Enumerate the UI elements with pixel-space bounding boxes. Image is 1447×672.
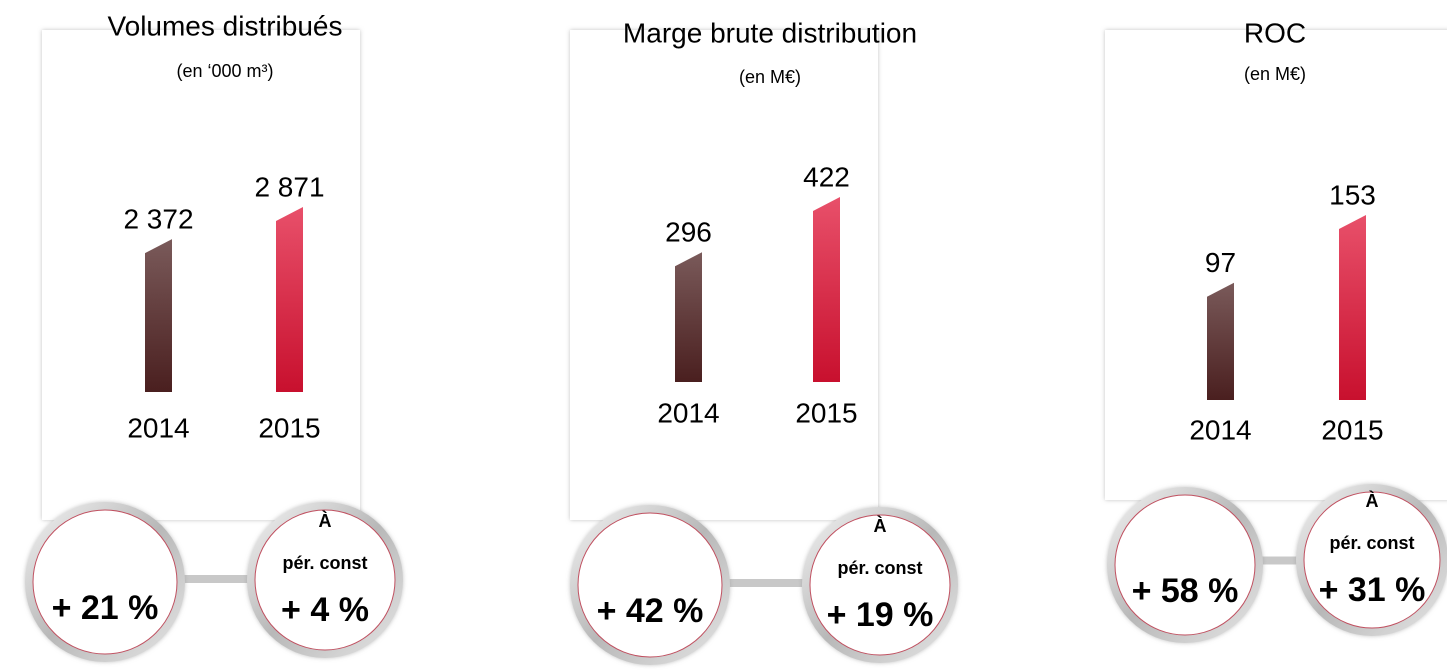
- value-label: 97: [1205, 247, 1236, 278]
- badge: [1303, 491, 1441, 629]
- value-label: 422: [803, 161, 850, 192]
- chart-title: ROC: [1244, 17, 1306, 48]
- const-note: pér. const: [837, 558, 922, 578]
- bar: [145, 239, 172, 392]
- x-tick-label: 2014: [1189, 414, 1251, 445]
- panel: [1105, 30, 1447, 500]
- connector: [717, 579, 815, 587]
- panel: [42, 30, 360, 520]
- bar: [1339, 215, 1366, 400]
- chart-subtitle: (en M€): [1244, 64, 1306, 84]
- growth-const: + 31 %: [1319, 571, 1426, 609]
- x-tick-label: 2014: [127, 412, 189, 443]
- connector: [172, 575, 260, 583]
- value-label: 153: [1329, 179, 1376, 210]
- growth-const: + 4 %: [281, 591, 369, 629]
- badge: [577, 512, 723, 658]
- bar: [813, 197, 840, 382]
- badge: [254, 509, 396, 651]
- chart-subtitle: (en ‘000 m³): [176, 61, 273, 81]
- x-tick-label: 2014: [657, 397, 719, 428]
- growth: + 21 %: [52, 589, 159, 627]
- growth: + 58 %: [1132, 572, 1239, 610]
- connector: [1250, 556, 1309, 565]
- bar: [1207, 282, 1234, 400]
- bar: [675, 252, 702, 382]
- bar: [276, 207, 303, 392]
- const-note: À: [319, 510, 332, 531]
- const-note: pér. const: [282, 553, 367, 573]
- const-note: À: [874, 515, 887, 536]
- chart-subtitle: (en M€): [739, 67, 801, 87]
- x-tick-label: 2015: [795, 397, 857, 428]
- x-tick-label: 2015: [1321, 414, 1383, 445]
- chart-title: Marge brute distribution: [623, 17, 917, 48]
- const-note: pér. const: [1329, 533, 1414, 553]
- value-label: 2 372: [123, 204, 193, 235]
- x-tick-label: 2015: [258, 412, 320, 443]
- growth-const: + 19 %: [827, 596, 934, 634]
- badge: [1114, 494, 1256, 636]
- value-label: 2 871: [254, 171, 324, 202]
- badge: [809, 514, 951, 656]
- growth: + 42 %: [597, 592, 704, 630]
- chart-title: Volumes distribués: [107, 10, 342, 41]
- const-note: À: [1366, 490, 1379, 511]
- badge: [32, 509, 178, 655]
- value-label: 296: [665, 217, 712, 248]
